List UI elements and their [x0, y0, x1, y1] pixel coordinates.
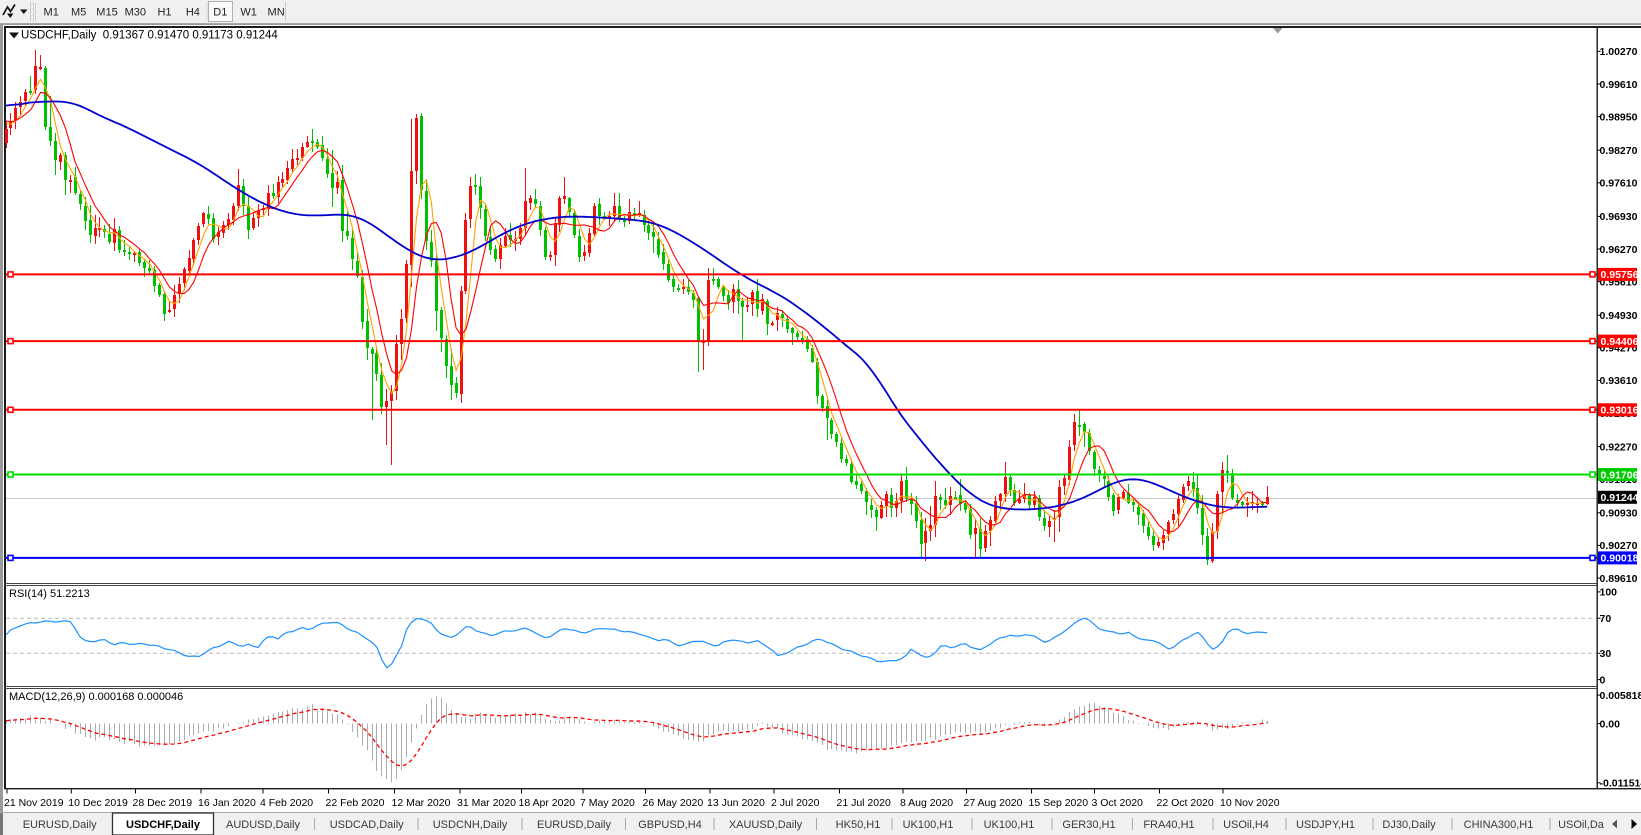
svg-text:0.94930: 0.94930: [1600, 310, 1638, 322]
svg-text:3 Oct 2020: 3 Oct 2020: [1092, 797, 1144, 809]
svg-text:10 Nov 2020: 10 Nov 2020: [1220, 797, 1280, 809]
svg-text:MN: MN: [268, 7, 285, 19]
svg-text:GBPUSD,H4: GBPUSD,H4: [638, 819, 702, 831]
svg-text:0.91706: 0.91706: [1601, 469, 1639, 481]
svg-text:8 Aug 2020: 8 Aug 2020: [900, 797, 953, 809]
svg-text:M5: M5: [71, 7, 86, 19]
svg-text:M15: M15: [96, 7, 117, 19]
svg-text:EURUSD,Daily: EURUSD,Daily: [537, 819, 611, 831]
svg-text:100: 100: [1600, 587, 1618, 599]
svg-text:0: 0: [1600, 674, 1606, 686]
svg-text:MACD(12,26,9) 0.000168 0.00004: MACD(12,26,9) 0.000168 0.000046: [9, 691, 183, 703]
svg-text:0.00: 0.00: [1600, 718, 1621, 730]
svg-text:10 Dec 2019: 10 Dec 2019: [68, 797, 128, 809]
svg-text:28 Dec 2019: 28 Dec 2019: [133, 797, 193, 809]
svg-text:0.99610: 0.99610: [1600, 79, 1638, 91]
svg-text:21 Jul 2020: 21 Jul 2020: [837, 797, 891, 809]
svg-text:0.98270: 0.98270: [1600, 145, 1638, 157]
svg-text:DJ30,Daily: DJ30,Daily: [1382, 819, 1436, 831]
svg-text:0.89610: 0.89610: [1600, 573, 1638, 585]
svg-text:21 Nov 2019: 21 Nov 2019: [4, 797, 64, 809]
svg-text:0.94406: 0.94406: [1601, 336, 1639, 348]
svg-text:2 Jul 2020: 2 Jul 2020: [771, 797, 820, 809]
svg-text:USDJPY,H1: USDJPY,H1: [1296, 819, 1355, 831]
svg-text:30: 30: [1600, 648, 1612, 660]
svg-text:0.92270: 0.92270: [1600, 441, 1638, 453]
svg-text:D1: D1: [213, 7, 227, 19]
svg-text:4 Feb 2020: 4 Feb 2020: [260, 797, 313, 809]
svg-text:16 Jan 2020: 16 Jan 2020: [198, 797, 256, 809]
svg-text:0.91244: 0.91244: [1601, 492, 1639, 504]
svg-text:USOil,H4: USOil,H4: [1223, 819, 1269, 831]
svg-text:13 Jun 2020: 13 Jun 2020: [707, 797, 765, 809]
svg-text:31 Mar 2020: 31 Mar 2020: [457, 797, 516, 809]
svg-text:0.93016: 0.93016: [1601, 405, 1639, 417]
svg-text:0.97610: 0.97610: [1600, 178, 1638, 190]
svg-text:-0.011514: -0.011514: [1600, 778, 1641, 790]
svg-text:0.98950: 0.98950: [1600, 111, 1638, 123]
svg-text:0.90930: 0.90930: [1600, 508, 1638, 520]
svg-text:1.00270: 1.00270: [1600, 46, 1638, 58]
svg-text:0.93610: 0.93610: [1600, 375, 1638, 387]
svg-text:22 Oct 2020: 22 Oct 2020: [1157, 797, 1214, 809]
svg-text:EURUSD,Daily: EURUSD,Daily: [23, 819, 97, 831]
svg-text:USDCAD,Daily: USDCAD,Daily: [330, 819, 404, 831]
svg-text:M1: M1: [44, 7, 59, 19]
svg-text:USDCNH,Daily: USDCNH,Daily: [433, 819, 508, 831]
svg-text:22 Feb 2020: 22 Feb 2020: [326, 797, 385, 809]
svg-text:H1: H1: [157, 7, 171, 19]
svg-text:26 May 2020: 26 May 2020: [643, 797, 704, 809]
svg-text:W1: W1: [240, 7, 257, 19]
svg-text:0.90018: 0.90018: [1601, 553, 1639, 565]
svg-text:RSI(14) 51.2213: RSI(14) 51.2213: [9, 588, 90, 600]
svg-text:FRA40,H1: FRA40,H1: [1143, 819, 1194, 831]
svg-text:UK100,H1: UK100,H1: [984, 819, 1035, 831]
svg-text:USDCHF,Daily: USDCHF,Daily: [126, 819, 201, 831]
svg-text:USDCHF,Daily 0.91367 0.91470: USDCHF,Daily 0.91367 0.91470 0.91173 0.9…: [21, 30, 278, 42]
svg-text:0.96930: 0.96930: [1600, 211, 1638, 223]
svg-text:GER30,H1: GER30,H1: [1062, 819, 1115, 831]
svg-text:XAUUSD,Daily: XAUUSD,Daily: [729, 819, 803, 831]
svg-text:HK50,H1: HK50,H1: [836, 819, 881, 831]
svg-text:12 Mar 2020: 12 Mar 2020: [392, 797, 451, 809]
svg-text:0.90270: 0.90270: [1600, 540, 1638, 552]
svg-text:CHINA300,H1: CHINA300,H1: [1464, 819, 1534, 831]
svg-text:AUDUSD,Daily: AUDUSD,Daily: [226, 819, 300, 831]
svg-text:7 May 2020: 7 May 2020: [580, 797, 635, 809]
svg-text:0.005818: 0.005818: [1600, 690, 1641, 702]
svg-text:0.96270: 0.96270: [1600, 244, 1638, 256]
svg-text:H4: H4: [186, 7, 200, 19]
svg-text:UK100,H1: UK100,H1: [903, 819, 954, 831]
svg-text:70: 70: [1600, 613, 1612, 625]
svg-text:15 Sep 2020: 15 Sep 2020: [1029, 797, 1089, 809]
svg-text:27 Aug 2020: 27 Aug 2020: [964, 797, 1023, 809]
svg-text:18 Apr 2020: 18 Apr 2020: [519, 797, 576, 809]
svg-text:M30: M30: [125, 7, 146, 19]
svg-text:USOil,Da: USOil,Da: [1558, 819, 1605, 831]
svg-text:0.95756: 0.95756: [1601, 269, 1639, 281]
